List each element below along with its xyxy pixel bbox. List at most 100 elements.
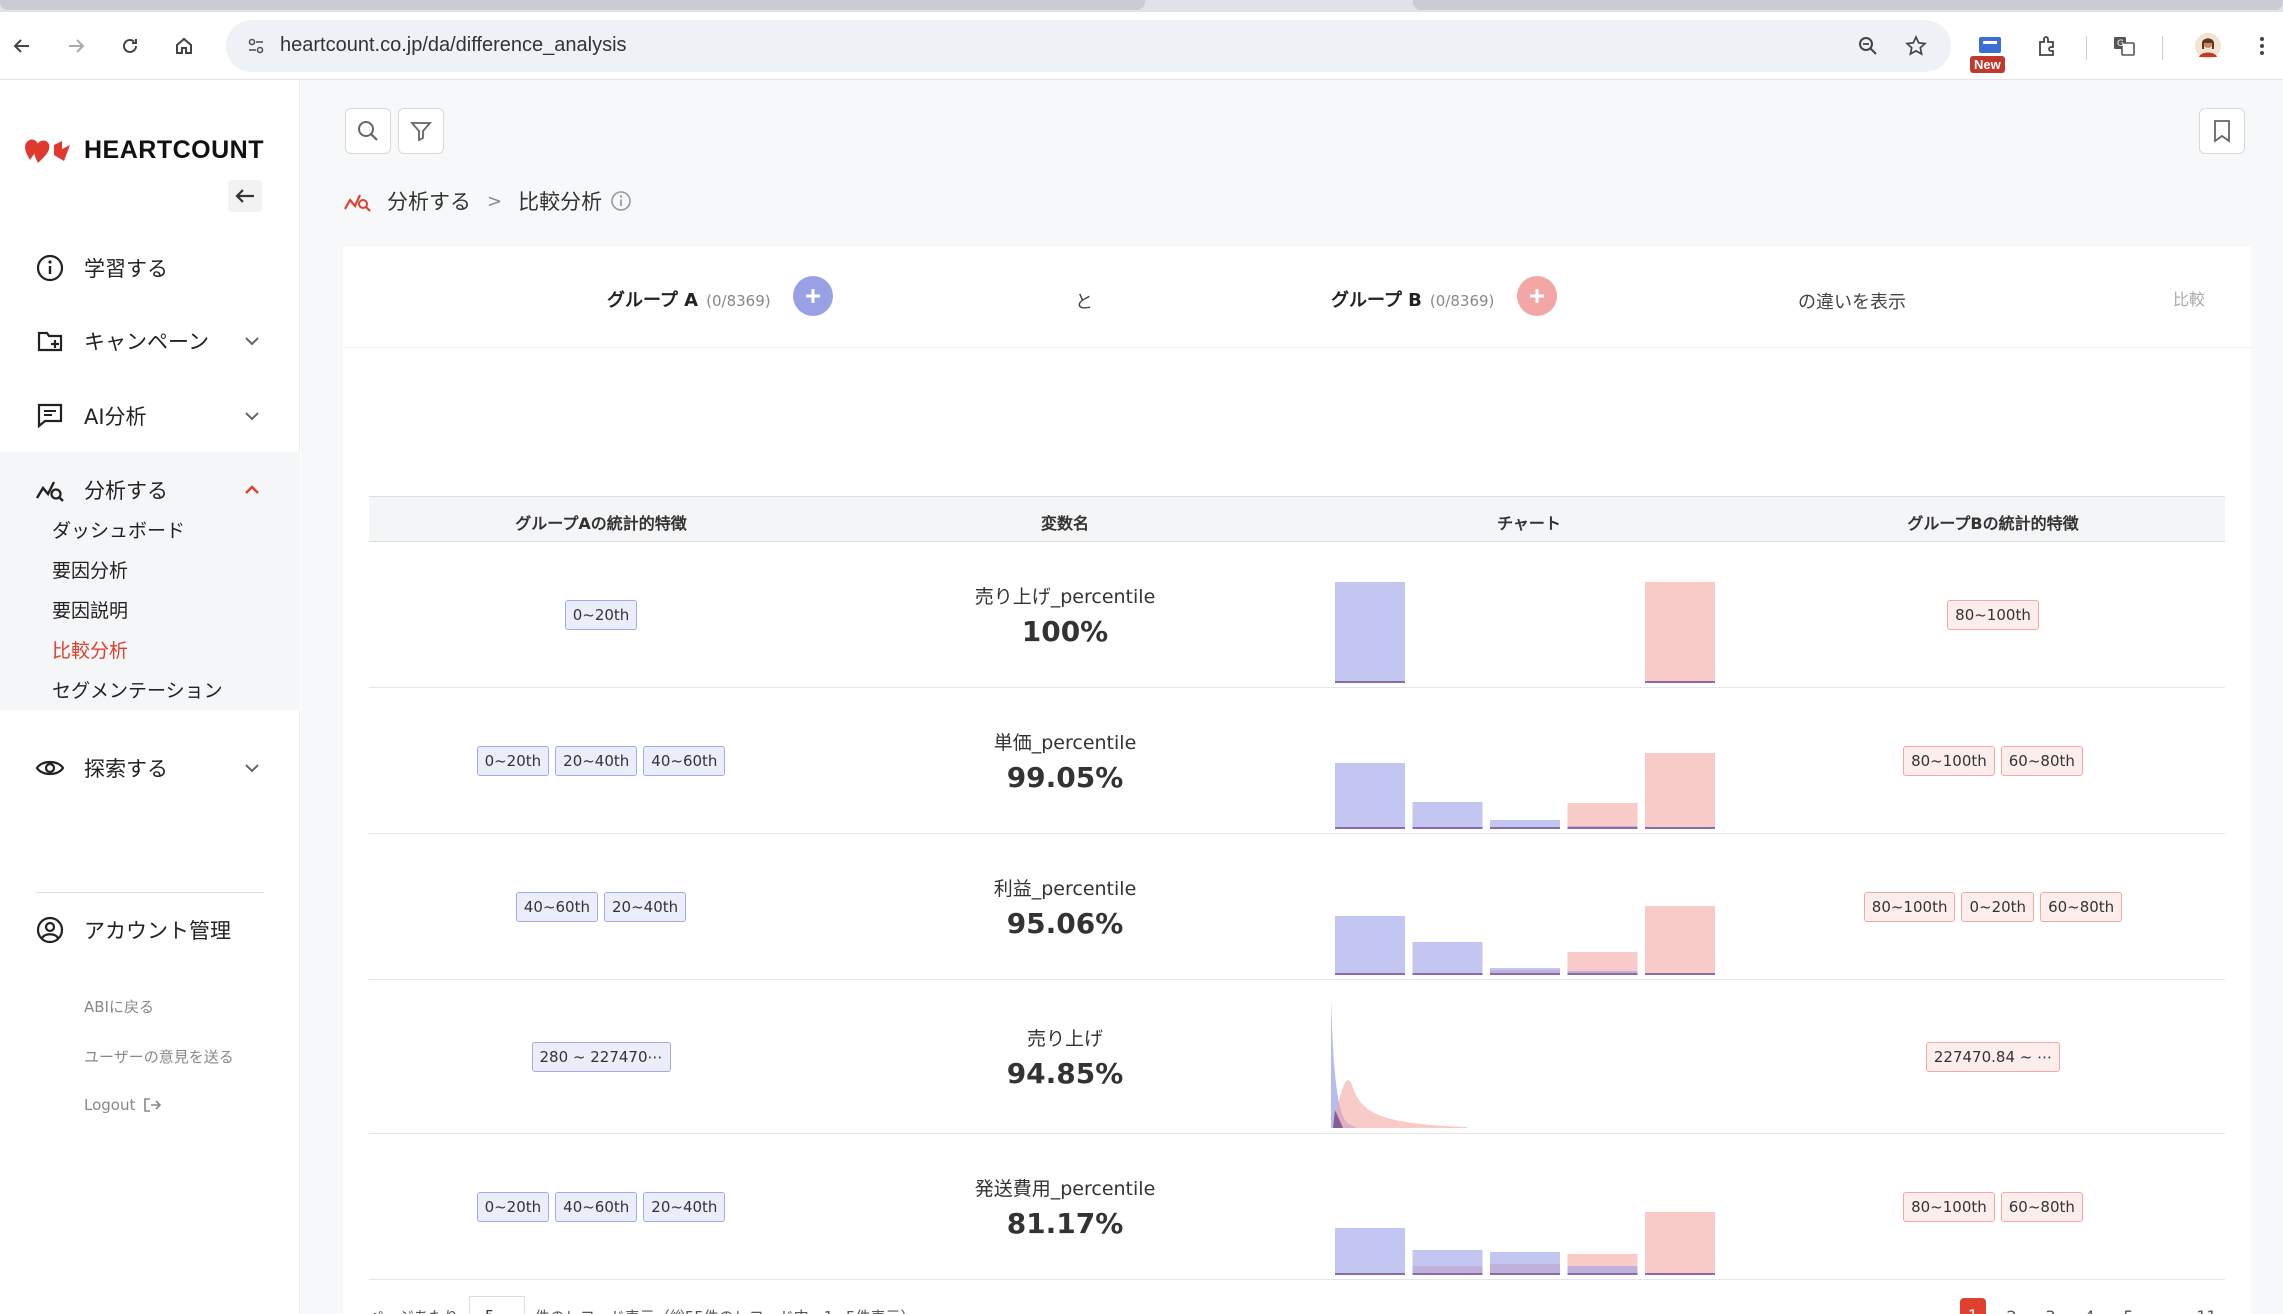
- chevron-up-icon[interactable]: [240, 478, 264, 502]
- group-b-tag: 0~20th: [1961, 891, 2035, 922]
- variable-name: 利益_percentile: [993, 877, 1137, 900]
- group-b-density: [1333, 1080, 1467, 1128]
- next-page-button[interactable]: ›: [2226, 1307, 2265, 1314]
- analysis-chart-icon: [344, 194, 371, 212]
- group-a-name: グループ A: [607, 290, 699, 311]
- table-row: 0~20th 40~60th 20~40th 発送費用_percentile 81.17…: [369, 1134, 2225, 1280]
- browser-menu-icon[interactable]: [2244, 28, 2280, 64]
- submenu-factor-explanation[interactable]: 要因説明: [52, 600, 129, 622]
- add-group-b-button[interactable]: [1517, 276, 1557, 316]
- link-label: ABIに戻る: [84, 998, 154, 1016]
- group-b-tag: 60~80th: [2040, 891, 2123, 922]
- menu-item-explore[interactable]: 探索する: [0, 740, 300, 796]
- group-a-bar: [1490, 968, 1560, 974]
- page-size-value: 5: [485, 1307, 495, 1314]
- menu-item-analyze[interactable]: 分析する: [0, 462, 300, 518]
- distribution-chart: [1297, 688, 1761, 833]
- submenu-comparison-analysis[interactable]: 比較分析: [52, 640, 129, 662]
- bookmark-star-icon[interactable]: [1898, 28, 1934, 64]
- reload-icon[interactable]: [112, 28, 148, 64]
- header-chart: チャート: [1497, 514, 1561, 533]
- logout-link[interactable]: Logout: [84, 1096, 162, 1114]
- page-button[interactable]: 11: [2187, 1307, 2226, 1314]
- page-size-select[interactable]: 5: [468, 1296, 525, 1314]
- menu-item-account[interactable]: アカウント管理: [0, 902, 300, 958]
- filter-button[interactable]: [398, 108, 444, 154]
- group-b-label: グループ B (0/8369): [1331, 286, 1494, 312]
- filter-icon: [410, 122, 432, 142]
- page-button[interactable]: 4: [2070, 1307, 2109, 1314]
- back-to-abi-link[interactable]: ABIに戻る: [84, 996, 154, 1017]
- variable-cell: 売り上げ 94.85%: [833, 980, 1297, 1133]
- menu-item-ai-analysis[interactable]: AI分析: [0, 388, 300, 444]
- variable-name: 発送費用_percentile: [974, 1177, 1156, 1200]
- sidebar: HEARTCOUNT 学習する キャンペーン AI分析 分析: [0, 80, 300, 1314]
- plus-icon: [806, 289, 820, 303]
- group-b-tag: 80~100th: [1863, 891, 1956, 922]
- send-feedback-link[interactable]: ユーザーの意見を送る: [84, 1046, 234, 1067]
- site-info-icon[interactable]: [238, 28, 274, 64]
- page-button[interactable]: 3: [2031, 1307, 2070, 1314]
- per-page-label: ページあたり: [369, 1306, 459, 1314]
- group-a-bar: [1490, 820, 1560, 828]
- back-icon[interactable]: [4, 28, 40, 64]
- difference-score: 94.85%: [1006, 1056, 1124, 1090]
- heartcount-logo[interactable]: HEARTCOUNT: [24, 136, 264, 165]
- bookmark-button[interactable]: [2199, 108, 2245, 154]
- home-icon[interactable]: [166, 28, 202, 64]
- extensions-icon[interactable]: [2030, 28, 2066, 64]
- breadcrumb-current: 比較分析: [518, 190, 603, 214]
- zoom-icon[interactable]: [1850, 28, 1886, 64]
- table-row: 0~20th 20~40th 40~60th 単価_percentile 99.05% 8…: [369, 688, 2225, 834]
- plus-icon: [1530, 289, 1544, 303]
- chevron-down-icon[interactable]: [240, 404, 264, 428]
- browser-tab[interactable]: [0, 0, 1145, 10]
- translate-icon[interactable]: G: [2106, 28, 2142, 64]
- menu-label: 学習する: [84, 257, 168, 281]
- address-bar[interactable]: heartcount.co.jp/da/difference_analysis: [226, 20, 1951, 72]
- collapse-sidebar-button[interactable]: [228, 180, 262, 212]
- page-button[interactable]: 1: [1960, 1298, 1986, 1314]
- group-b-tag: 80~100th: [1947, 599, 2039, 630]
- distribution-chart-svg: [1335, 906, 1715, 975]
- submenu-segmentation[interactable]: セグメンテーション: [52, 680, 223, 702]
- submenu-dashboard[interactable]: ダッシュボード: [52, 520, 186, 542]
- variable-cell: 発送費用_percentile 81.17%: [833, 1134, 1297, 1279]
- page-button[interactable]: 2: [1992, 1307, 2031, 1314]
- page-button[interactable]: 5: [2109, 1307, 2148, 1314]
- group-a-label: グループ A (0/8369): [607, 286, 771, 312]
- difference-score: 95.06%: [1006, 906, 1124, 940]
- group-a-bar: [1335, 763, 1405, 828]
- breadcrumb-separator: >: [487, 190, 503, 212]
- add-group-a-button[interactable]: [793, 276, 833, 316]
- browser-tab[interactable]: [1413, 0, 2283, 10]
- group-a-tag: 40~60th: [555, 1191, 638, 1222]
- extension-new-icon[interactable]: [1972, 28, 2008, 64]
- group-b-tag: 227470.84 ~ ⋯: [1925, 1041, 2061, 1072]
- distribution-chart: [1297, 542, 1761, 687]
- menu-item-campaign[interactable]: キャンペーン: [0, 313, 300, 369]
- info-icon[interactable]: [610, 190, 632, 212]
- chevron-down-icon[interactable]: [240, 329, 264, 353]
- group-b-tag: 60~80th: [2000, 745, 2083, 776]
- breadcrumb-parent[interactable]: 分析する: [387, 190, 471, 214]
- group-a-tag: 20~40th: [604, 891, 687, 922]
- variable-name: 単価_percentile: [993, 731, 1137, 754]
- menu-item-learn[interactable]: 学習する: [0, 240, 300, 296]
- group-a-bar: [1335, 1228, 1405, 1274]
- variable-cell: 売り上げ_percentile 100%: [833, 542, 1297, 687]
- submenu-factor-analysis[interactable]: 要因分析: [52, 560, 129, 582]
- group-b-tags: 80~100th 60~80th: [1761, 688, 2225, 833]
- compare-button[interactable]: 比較: [2173, 290, 2206, 309]
- group-b-tag: 60~80th: [2000, 1191, 2083, 1222]
- main-content: 分析する > 比較分析 グループ A (0/8369) と グループ B (0/…: [301, 80, 2283, 1314]
- forward-icon[interactable]: [58, 28, 94, 64]
- and-text: と: [1075, 292, 1093, 313]
- prev-page-button[interactable]: ‹: [1915, 1307, 1954, 1314]
- chevron-down-icon[interactable]: [240, 756, 264, 780]
- density-overlap: [1333, 1110, 1343, 1128]
- profile-avatar-icon[interactable]: [2190, 28, 2226, 64]
- link-label: Logout: [84, 1096, 136, 1114]
- search-button[interactable]: [345, 108, 391, 154]
- header-group-b-stats: グループBの統計的特徴: [1907, 514, 2079, 533]
